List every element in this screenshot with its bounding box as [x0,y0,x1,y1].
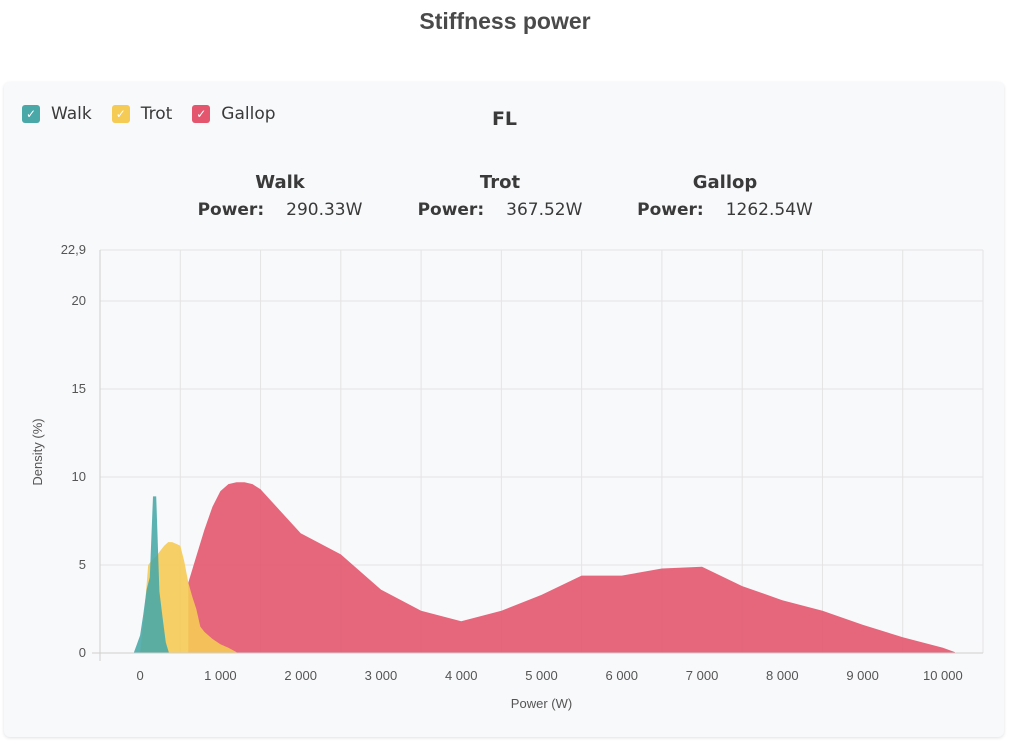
y-tick-label: 5 [79,557,86,572]
stat-name: Walk [255,172,305,193]
y-tick-label: 15 [72,381,86,396]
chart-axes: 0 5 10 15 20 22,9 0 1 000 2 000 3 000 4 000 5 000 6 … [61,242,983,683]
area-trot [140,542,237,653]
stat-walk: Walk Power: 290.33W [155,172,405,220]
legend-item-gallop[interactable]: ✓ Gallop [192,104,276,124]
checkbox-icon[interactable]: ✓ [111,105,130,123]
y-tick-label: 0 [79,645,86,660]
legend-item-trot[interactable]: ✓ Trot [111,104,173,124]
chart-areas [133,482,955,653]
stat-value: 1262.54W [725,200,813,220]
stat-name: Gallop [692,172,758,193]
stat-label: Power: [417,200,485,220]
y-tick-label: 20 [72,293,86,308]
x-tick-label: 3 000 [365,668,398,683]
y-tick-label: 22,9 [61,242,86,257]
x-tick-label: 9 000 [846,668,879,683]
panel-title: FL [491,108,518,130]
area-gallop [188,482,955,653]
y-axis-label: Density (%) [30,418,45,485]
page-title: Stiffness power [419,8,591,34]
x-axis-label: Power (W) [511,696,572,711]
stat-label: Power: [197,200,265,220]
x-tick-label: 5 000 [525,668,558,683]
legend-label-trot: Trot [140,104,173,124]
x-tick-label: 4 000 [445,668,478,683]
x-tick-label: 10 000 [923,668,963,683]
x-tick-label: 0 [137,668,144,683]
legend-item-walk[interactable]: ✓ Walk [22,104,92,124]
checkbox-icon[interactable]: ✓ [192,105,211,123]
stat-gallop: Gallop Power: 1262.54W [600,172,850,220]
x-tick-label: 7 000 [686,668,719,683]
stat-label: Power: [637,200,704,220]
stat-trot: Trot Power: 367.52W [375,172,625,220]
legend-label-walk: Walk [51,104,92,124]
x-tick-label: 2 000 [284,668,317,683]
x-tick-label: 1 000 [204,668,237,683]
stat-name: Trot [479,172,521,193]
stat-value: 367.52W [506,200,583,220]
y-tick-label: 10 [72,469,86,484]
stat-value: 290.33W [286,200,363,220]
checkbox-icon[interactable]: ✓ [22,105,40,123]
x-tick-label: 8 000 [766,668,799,683]
area-walk [133,496,169,653]
legend: ✓ Walk ✓ Trot ✓ Gallop [22,104,296,124]
x-tick-label: 6 000 [605,668,638,683]
legend-label-gallop: Gallop [221,104,276,124]
